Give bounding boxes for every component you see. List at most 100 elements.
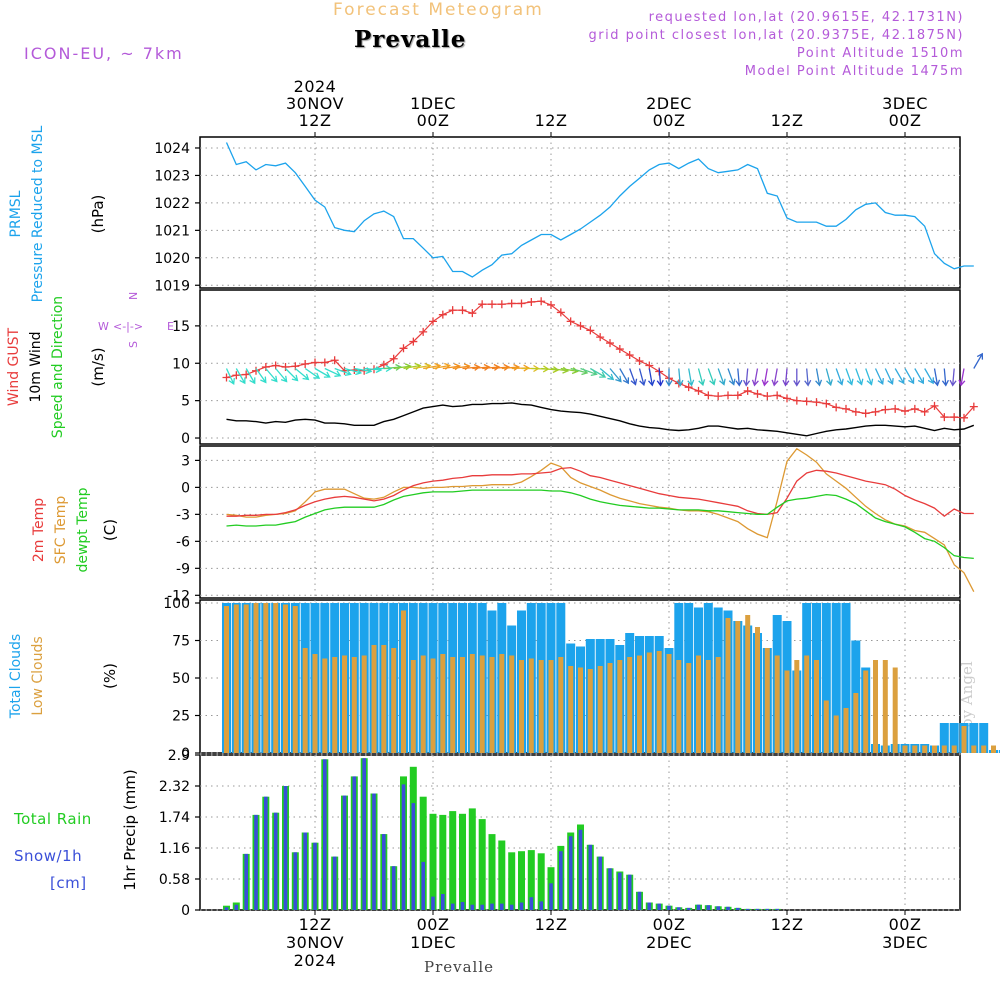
ytick-label: 1024 — [154, 141, 190, 157]
gust-marker — [901, 407, 909, 416]
model-label: ICON-EU, ~ 7km — [24, 44, 184, 63]
low-cloud-bar — [892, 667, 898, 753]
low-cloud-bar — [745, 615, 751, 753]
top-time-label: 3DEC — [882, 94, 928, 113]
snow-bar — [342, 795, 347, 910]
gust-marker — [792, 396, 801, 405]
low-cloud-bar — [312, 654, 318, 753]
low-cloud-bar — [224, 606, 229, 753]
ytick-label: 5 — [181, 394, 190, 410]
gust-marker — [330, 356, 339, 365]
low-cloud-bar — [410, 660, 416, 753]
gust-marker — [960, 413, 968, 422]
low-cloud-bar — [823, 700, 829, 753]
wind-direction-arrow — [324, 367, 342, 377]
gust-marker — [232, 371, 241, 380]
gust-marker — [556, 308, 565, 317]
snow-bar — [500, 903, 504, 910]
gust-marker — [812, 398, 821, 407]
gust-marker — [222, 373, 231, 382]
low-cloud-bar — [656, 651, 662, 753]
wind-direction-arrow — [472, 363, 491, 371]
low-cloud-bar — [755, 627, 760, 753]
snow-bar — [509, 904, 514, 910]
gust-marker — [940, 413, 949, 422]
wind-label: Wind GUST — [6, 327, 22, 406]
ytick-label: -9 — [176, 561, 190, 577]
low-cloud-bar — [332, 657, 338, 753]
sfc-temp-line — [226, 447, 975, 592]
wind-direction-arrow — [825, 368, 833, 387]
snow-bar — [382, 834, 386, 910]
snow-bar — [490, 903, 494, 910]
gust-marker — [537, 297, 546, 306]
wind-direction-arrow — [245, 368, 256, 385]
low-cloud-bar — [607, 663, 613, 753]
snow-bar — [293, 852, 298, 910]
wind-direction-arrow — [599, 368, 615, 381]
wind-direction-arrow — [275, 368, 288, 383]
temperature-frame — [199, 445, 961, 599]
top-time-label: 1DEC — [410, 94, 456, 113]
gust-marker — [438, 310, 447, 319]
low-cloud-bar — [342, 655, 347, 753]
low-cloud-bar — [833, 715, 839, 753]
wind-direction-arrow — [638, 368, 647, 387]
snow-bar — [608, 868, 612, 910]
gust-marker — [861, 409, 870, 418]
snow-bar — [431, 896, 435, 910]
gust-marker — [969, 402, 978, 411]
pressure-label: PRMSL — [8, 190, 24, 237]
top-time-label: 12Z — [535, 111, 568, 130]
gust-marker — [547, 300, 555, 309]
wind-direction-arrow — [294, 368, 310, 381]
compass-east: E — [167, 320, 174, 333]
snow-bar — [460, 902, 465, 910]
gust-marker — [910, 404, 919, 413]
gust-marker — [448, 306, 457, 315]
wind-direction-arrow — [560, 367, 579, 375]
rain-bar — [518, 851, 525, 910]
low-cloud-bar — [686, 663, 692, 753]
snow-bar — [273, 812, 278, 910]
wind-direction-arrow — [225, 368, 235, 386]
ytick-label: 0 — [181, 903, 190, 919]
low-cloud-bar — [873, 660, 878, 753]
wind-label: Speed and Direction — [50, 296, 66, 438]
wind-direction-arrow — [904, 368, 915, 385]
rain-bar — [488, 834, 496, 910]
gust-marker — [281, 363, 290, 371]
dewpt-line — [226, 489, 974, 560]
wind-direction-arrow — [304, 367, 321, 379]
low-cloud-bar — [233, 604, 239, 753]
low-cloud-bar — [764, 648, 770, 753]
gust-marker — [871, 407, 880, 416]
gust-marker — [576, 321, 585, 330]
model-altitude: Model Point Altitude 1475m — [744, 64, 964, 79]
bottom-time-label: 2DEC — [646, 933, 692, 952]
low-cloud-bar — [774, 655, 780, 753]
rain-bar — [478, 819, 486, 910]
wind-direction-arrow — [235, 368, 246, 385]
ytick-label: 1023 — [154, 168, 190, 184]
bottom-time-label: 2024 — [294, 951, 337, 970]
wind-direction-arrow — [835, 368, 844, 386]
low-cloud-bar — [676, 660, 682, 753]
ytick-label: 0 — [181, 431, 190, 447]
low-cloud-bar — [725, 618, 731, 753]
wind-direction-arrow — [648, 368, 656, 387]
temperature-panel: -12 -9 -6 -3 0 3 — [167, 445, 961, 604]
wind-direction-arrow — [735, 368, 743, 387]
snow-bar — [657, 903, 661, 910]
low-cloud-bar — [499, 654, 505, 753]
snow-bar — [323, 759, 327, 910]
low-cloud-bar — [243, 604, 249, 753]
gust-marker — [694, 386, 703, 395]
snow-bar — [549, 883, 553, 910]
wind-direction-arrow — [462, 363, 481, 371]
gust-marker — [851, 407, 860, 416]
low-cloud-bar — [548, 660, 554, 753]
low-cloud-bar — [391, 648, 397, 753]
snow-bar — [755, 908, 760, 910]
total-cloud-bar — [949, 723, 959, 753]
